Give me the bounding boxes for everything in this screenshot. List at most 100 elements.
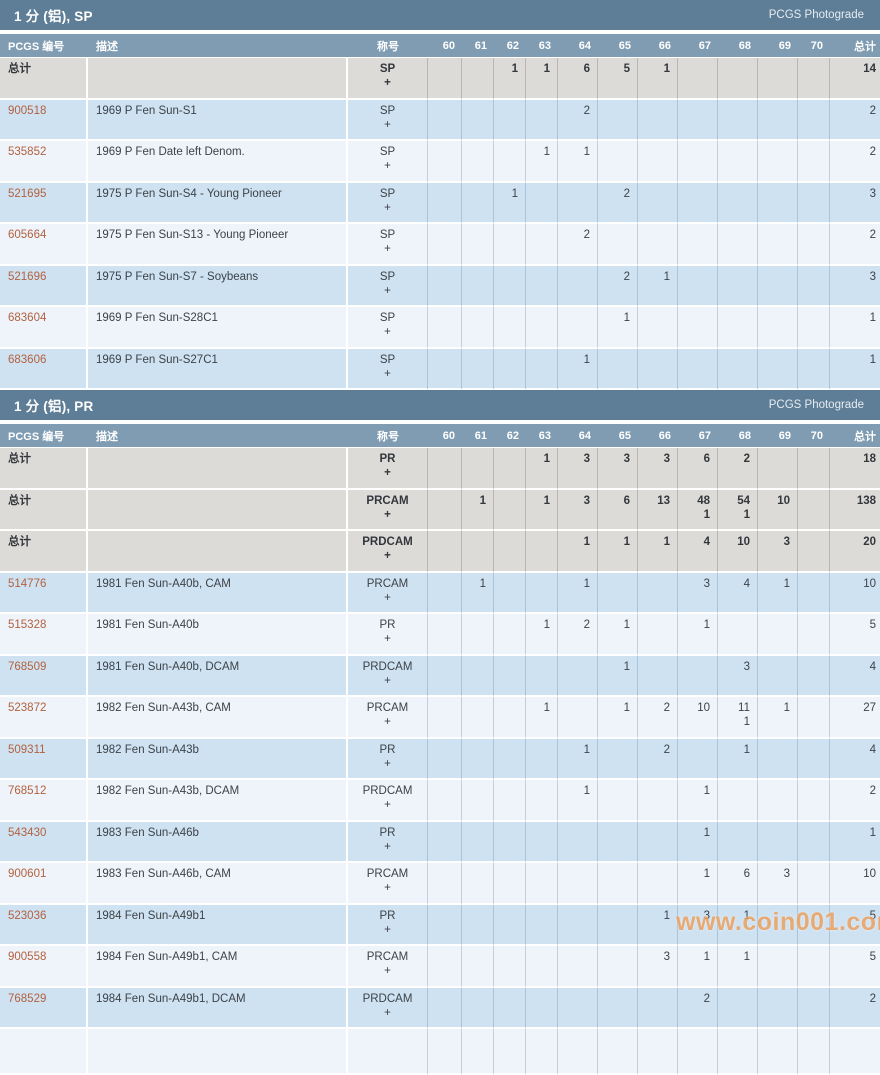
cell-grade-66: 1 — [638, 265, 678, 307]
cell-grade-69 — [758, 182, 798, 224]
cell-grade-66: 13 — [638, 489, 678, 531]
section-title-pr: 1 分 (铝), PR — [14, 399, 94, 414]
pcgs-number-link[interactable]: 683604 — [8, 312, 47, 324]
pcgs-number-link[interactable]: 768529 — [8, 992, 47, 1005]
cell-grade-66: 3 — [638, 448, 678, 490]
cell-designation: SP + — [348, 58, 428, 100]
cell-grade-69 — [758, 141, 798, 183]
total-row: 总计 PRCAM + 1 1 3 6 13 48 1 54 1 10 138 — [0, 489, 880, 531]
pcgs-number-link[interactable]: 605664 — [8, 229, 47, 241]
cell-designation: PRCAM + — [348, 946, 428, 988]
pcgs-number-link[interactable]: 514776 — [8, 577, 47, 590]
pcgs-number-link[interactable]: 515328 — [8, 619, 47, 631]
cell-grade-61 — [462, 697, 494, 739]
column-header-description: 描述 — [88, 34, 348, 58]
section-header-pr: 1 分 (铝), PR PCGS Photograde — [0, 390, 880, 420]
pcgs-number-link[interactable]: 900518 — [8, 104, 47, 117]
cell-pcgs-number: 900518 — [0, 99, 88, 141]
table-row: 515328 1981 Fen Sun-A40b PR + 1 2 1 1 5 — [0, 614, 880, 656]
pcgs-number-link[interactable]: 521695 — [8, 187, 47, 200]
cell-total: 5 — [830, 946, 880, 988]
cell-grade-60 — [428, 904, 462, 946]
cell-grade-60 — [428, 224, 462, 266]
cell-grade-68 — [718, 821, 758, 863]
cell-designation: PRDCAM + — [348, 780, 428, 822]
cell-grade-68 — [718, 224, 758, 266]
cell-grade-70 — [798, 780, 830, 822]
pcgs-number-link[interactable]: 768509 — [8, 660, 47, 673]
photograde-link-sp[interactable]: PCGS Photograde — [768, 9, 864, 21]
cell-grade-61 — [462, 141, 494, 183]
pcgs-number-link[interactable]: 543430 — [8, 826, 47, 839]
cell-grade-70 — [798, 58, 830, 100]
column-header-grade-70: 70 — [798, 34, 830, 58]
cell-grade-65 — [598, 572, 638, 614]
cell-total-label: 总计 — [0, 58, 88, 100]
pcgs-number-link[interactable]: 535852 — [8, 146, 47, 158]
cell-total: 1 — [830, 307, 880, 349]
cell-grade-68 — [718, 141, 758, 183]
cell-pcgs-number: 535852 — [0, 141, 88, 183]
cell-designation: SP + — [348, 307, 428, 349]
photograde-link-pr[interactable]: PCGS Photograde — [768, 399, 864, 411]
cell-grade-63: 1 — [526, 697, 558, 739]
pcgs-number-link[interactable]: 523872 — [8, 702, 47, 714]
pcgs-number-link[interactable]: 521696 — [8, 270, 47, 283]
cell-total: 1 — [830, 821, 880, 863]
cell-grade-66: 1 — [638, 58, 678, 100]
cell-grade-67 — [678, 224, 718, 266]
cell-grade-62 — [494, 348, 526, 390]
cell-grade-66 — [638, 224, 678, 266]
cell-grade-68 — [718, 307, 758, 349]
cell-grade-68: 11 1 — [718, 697, 758, 739]
cell-grade-69: 1 — [758, 572, 798, 614]
cell-grade-60 — [428, 863, 462, 905]
pcgs-number-link[interactable]: 509311 — [8, 743, 46, 756]
cell-grade-63 — [526, 531, 558, 573]
cell-designation: PR + — [348, 614, 428, 656]
cell-grade-61: 1 — [462, 572, 494, 614]
cell-total-label: 总计 — [0, 531, 88, 573]
column-header-grade-63: 63 — [526, 424, 558, 448]
cell-grade-63 — [526, 348, 558, 390]
cell-grade-70 — [798, 614, 830, 656]
cell-total: 1 — [830, 348, 880, 390]
cell-grade-61 — [462, 99, 494, 141]
cell-grade-61 — [462, 58, 494, 100]
cell-grade-67: 3 — [678, 904, 718, 946]
cell-pcgs-number: 521695 — [0, 182, 88, 224]
table-row: 535852 1969 P Fen Date left Denom. SP + 1 1… — [0, 141, 880, 183]
cell-description: 1983 Fen Sun-A46b, CAM — [88, 863, 348, 905]
cell-pcgs-number: 515328 — [0, 614, 88, 656]
header-row: PCGS 编号 描述 称号 60 61 62 63 64 65 66 67 68 69 70 总计 — [0, 424, 880, 448]
cell-grade-60 — [428, 572, 462, 614]
table-body-sp: 总计 SP + 1 1 6 5 1 14 900518 1969 P Fen Sun-… — [0, 58, 880, 390]
cell-grade-63: 1 — [526, 489, 558, 531]
pcgs-number-link[interactable]: 900601 — [8, 868, 47, 880]
cell-grade-60 — [428, 987, 462, 1029]
cell-total: 10 — [830, 863, 880, 905]
table-row: 900518 1969 P Fen Sun-S1 SP + 2 2 — [0, 99, 880, 141]
cell-grade-63 — [526, 904, 558, 946]
cell-grade-65: 1 — [598, 697, 638, 739]
cell-grade-62 — [494, 987, 526, 1029]
pcgs-number-link[interactable]: 683606 — [8, 353, 47, 366]
cell-description: 1982 Fen Sun-A43b, CAM — [88, 697, 348, 739]
cell-grade-61 — [462, 448, 494, 490]
table-row: 521695 1975 P Fen Sun-S4 - Young Pioneer S… — [0, 182, 880, 224]
cell-description: 1969 P Fen Sun-S27C1 — [88, 348, 348, 390]
cell-grade-66 — [638, 821, 678, 863]
cell-grade-64: 1 — [558, 348, 598, 390]
pcgs-number-link[interactable]: 523036 — [8, 909, 47, 922]
cell-grade-67: 1 — [678, 780, 718, 822]
section-pr: 1 分 (铝), PR PCGS Photograde PCGS 编号 描述 称号 6… — [0, 390, 880, 1075]
cell-grade-66: 3 — [638, 946, 678, 988]
section-title-sp: 1 分 (铝), SP — [14, 9, 93, 24]
table-header-sp: PCGS 编号 描述 称号 60 61 62 63 64 65 66 67 68 69 70 总计 — [0, 34, 880, 58]
cell-grade-63: 1 — [526, 614, 558, 656]
cell-designation: PRDCAM + — [348, 531, 428, 573]
cell-grade-69 — [758, 307, 798, 349]
cell-grade-60 — [428, 946, 462, 988]
cell-grade-62 — [494, 265, 526, 307]
pcgs-number-link[interactable]: 768512 — [8, 785, 47, 797]
